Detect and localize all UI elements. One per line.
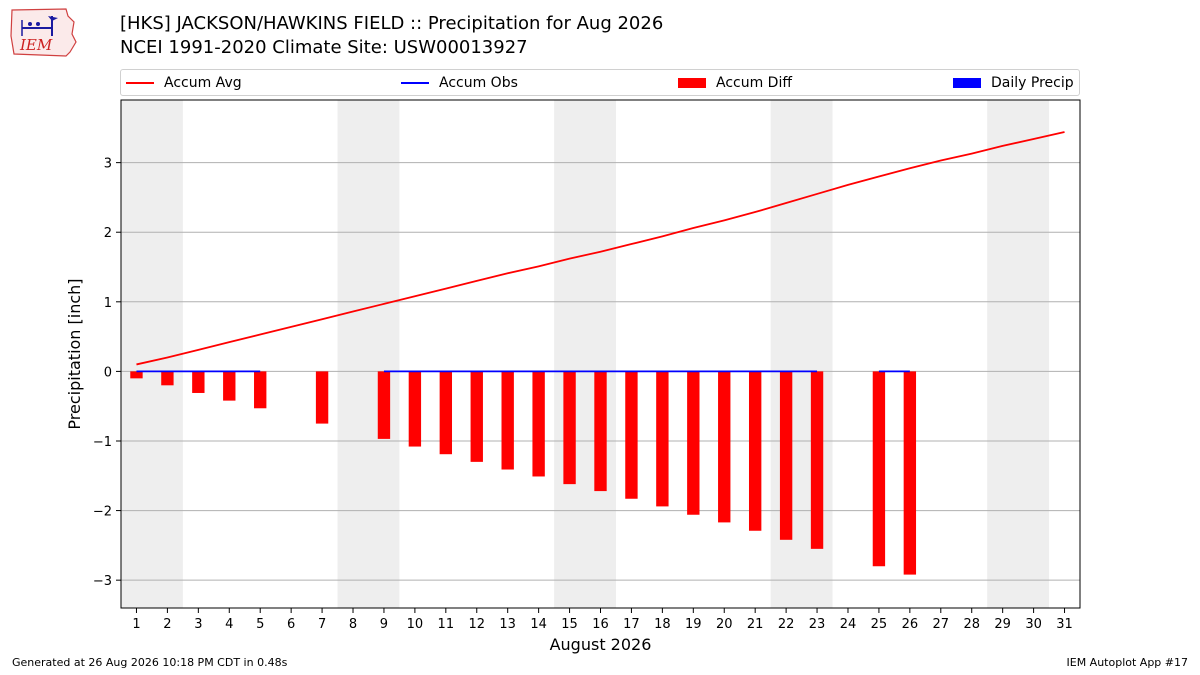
xtick-label: 26 xyxy=(902,617,919,632)
ytick-label: 2 xyxy=(104,226,112,241)
legend-label-accum-avg: Accum Avg xyxy=(164,74,242,91)
xtick-label: 17 xyxy=(623,617,640,632)
xtick-label: 14 xyxy=(530,617,547,632)
title-line-1: [HKS] JACKSON/HAWKINS FIELD :: Precipita… xyxy=(120,13,664,34)
iem-logo: IEM xyxy=(10,8,77,57)
accum-diff-bar-day-22 xyxy=(779,371,793,540)
xtick-label: 30 xyxy=(1025,617,1042,632)
legend-label-accum-obs: Accum Obs xyxy=(439,74,518,91)
xtick-label: 24 xyxy=(840,617,857,632)
xtick-label: 7 xyxy=(318,617,326,632)
legend-item-daily-precip: Daily Precip xyxy=(953,70,1074,95)
legend-label-daily-precip: Daily Precip xyxy=(991,74,1074,91)
xtick-label: 28 xyxy=(963,617,980,632)
xtick-label: 16 xyxy=(592,617,609,632)
accum-diff-bar-day-18 xyxy=(656,371,669,507)
accum-diff-swatch xyxy=(678,77,706,88)
footer-generated: Generated at 26 Aug 2026 10:18 PM CDT in… xyxy=(12,656,288,669)
accum-diff-bar-day-13 xyxy=(501,371,514,470)
footer-app: IEM Autoplot App #17 xyxy=(1066,656,1189,669)
xtick-label: 22 xyxy=(778,617,795,632)
xtick-label: 23 xyxy=(809,617,826,632)
legend-item-accum-diff: Accum Diff xyxy=(678,70,792,95)
accum-diff-bar-day-7 xyxy=(315,371,329,424)
accum-diff-bar-day-15 xyxy=(563,371,576,485)
xtick-label: 5 xyxy=(256,617,264,632)
y-axis-ticks: −3 −2 −1 0 1 2 3 xyxy=(93,157,121,589)
logo-text: IEM xyxy=(19,36,53,54)
ytick-label: 1 xyxy=(104,296,112,311)
xtick-label: 9 xyxy=(380,617,388,632)
accum-diff-bar-day-14 xyxy=(532,371,545,477)
accum-diff-bar-day-16 xyxy=(594,371,607,492)
iowa-outline-icon xyxy=(10,8,77,57)
series-lines xyxy=(136,131,1065,373)
accum-diff-bar-day-26 xyxy=(903,371,917,575)
xtick-label: 27 xyxy=(933,617,950,632)
accum-diff-bar-day-12 xyxy=(470,371,483,462)
accum-diff-bar-day-5 xyxy=(254,371,267,409)
chart-title: [HKS] JACKSON/HAWKINS FIELD :: Precipita… xyxy=(120,12,663,60)
title-line-2: NCEI 1991-2020 Climate Site: USW00013927 xyxy=(120,37,528,58)
xtick-label: 29 xyxy=(994,617,1011,632)
xtick-label: 31 xyxy=(1056,617,1073,632)
accum-diff-bars xyxy=(130,371,917,575)
accum-obs-swatch xyxy=(401,81,429,84)
accum-diff-bar-day-10 xyxy=(408,371,422,447)
accum-diff-bar-day-4 xyxy=(223,371,236,401)
xtick-label: 10 xyxy=(407,617,424,632)
xtick-label: 3 xyxy=(194,617,202,632)
accum-avg-line xyxy=(136,131,1065,366)
accum-diff-bar-day-23 xyxy=(810,371,824,549)
weekend-band-3 xyxy=(554,100,616,608)
accum-diff-bar-day-9 xyxy=(377,371,391,439)
ytick-label: −3 xyxy=(93,574,112,589)
accum-diff-bar-day-2 xyxy=(161,371,174,386)
xtick-label: 18 xyxy=(654,617,671,632)
weekend-band-2 xyxy=(337,100,400,608)
xtick-label: 6 xyxy=(287,617,295,632)
y-axis-label: Precipitation [inch] xyxy=(65,278,84,429)
ytick-label: −2 xyxy=(93,505,112,520)
xtick-label: 11 xyxy=(438,617,455,632)
xtick-label: 12 xyxy=(468,617,485,632)
daily-precip-swatch xyxy=(953,77,981,88)
xtick-label: 8 xyxy=(349,617,357,632)
accum-avg-swatch xyxy=(126,81,154,84)
x-axis-label: August 2026 xyxy=(550,635,652,654)
ytick-label: 0 xyxy=(104,365,112,380)
weekend-shading xyxy=(121,100,1050,608)
ytick-label: −1 xyxy=(93,435,112,450)
xtick-label: 2 xyxy=(163,617,171,632)
xtick-label: 1 xyxy=(132,617,140,632)
legend: Accum Avg Accum Obs Accum Diff Daily Pre… xyxy=(120,69,1080,96)
xtick-label: 19 xyxy=(685,617,702,632)
accum-diff-bar-day-21 xyxy=(748,371,762,531)
xtick-label: 15 xyxy=(561,617,578,632)
accum-diff-bar-day-11 xyxy=(439,371,453,455)
xtick-label: 25 xyxy=(871,617,888,632)
x-axis-ticks: 1 2 3 4 5 6 7 8 9 10 11 12 13 14 15 16 17 18 19 20 21 22 23 24 2… xyxy=(132,608,1073,632)
legend-item-accum-avg: Accum Avg xyxy=(126,70,242,95)
legend-label-accum-diff: Accum Diff xyxy=(716,74,793,91)
accum-diff-bar-day-1 xyxy=(130,371,143,379)
legend-item-accum-obs: Accum Obs xyxy=(401,70,518,95)
xtick-label: 13 xyxy=(499,617,516,632)
xtick-label: 21 xyxy=(747,617,764,632)
accum-diff-bar-day-25 xyxy=(872,371,886,567)
accum-diff-bar-day-19 xyxy=(687,371,700,515)
xtick-label: 4 xyxy=(225,617,233,632)
weekend-band-5 xyxy=(987,100,1050,608)
accum-diff-bar-day-17 xyxy=(625,371,638,499)
xtick-label: 20 xyxy=(716,617,733,632)
ytick-label: 3 xyxy=(104,157,112,172)
weekend-band-1 xyxy=(121,100,183,608)
accum-diff-bar-day-20 xyxy=(718,371,731,523)
accum-diff-bar-day-3 xyxy=(192,371,205,393)
